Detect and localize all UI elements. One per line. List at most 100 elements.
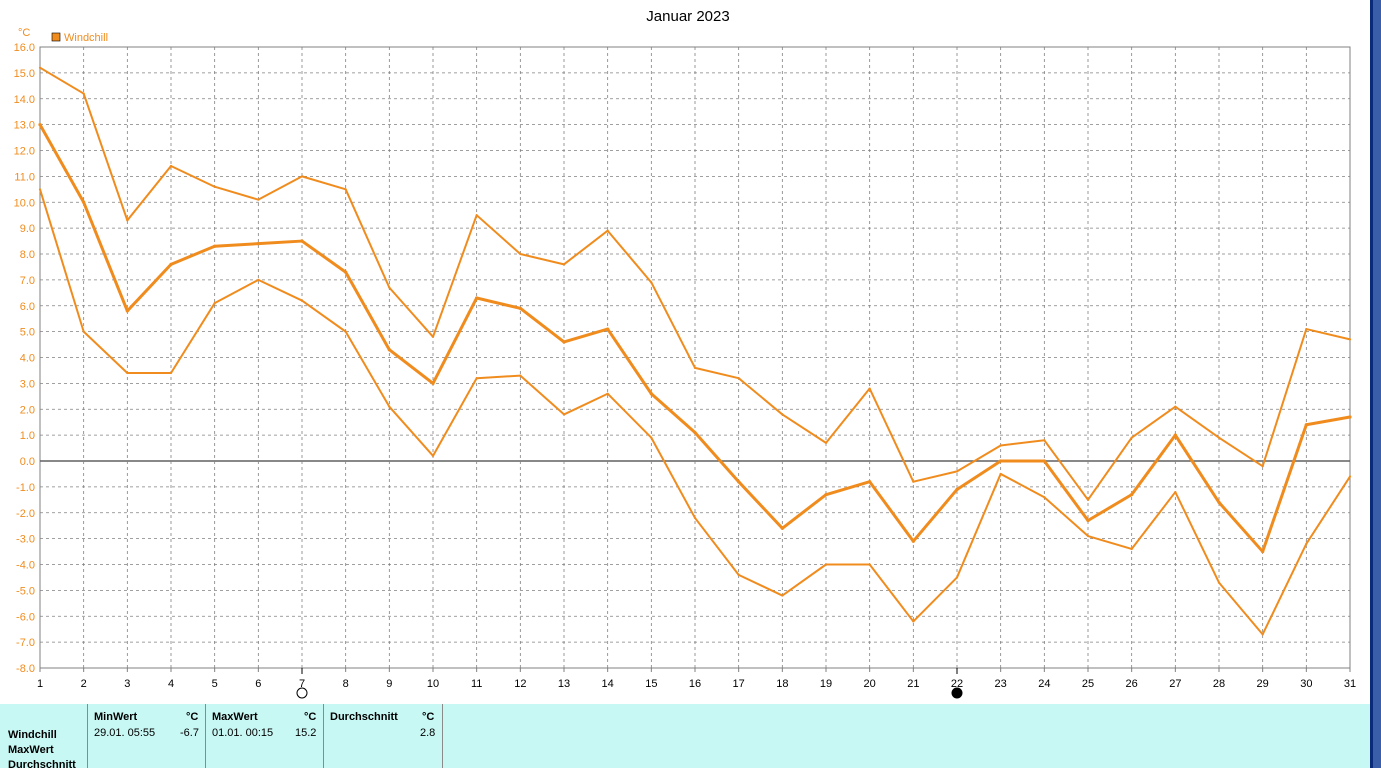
data-point-avg bbox=[1086, 518, 1090, 523]
data-point-avg bbox=[999, 459, 1003, 463]
legend-label: Windchill bbox=[64, 32, 108, 44]
x-tick-label: 31 bbox=[1344, 678, 1356, 690]
data-point-max bbox=[781, 413, 784, 416]
data-point-min bbox=[562, 413, 566, 416]
stats-min-time: 29.01. 05:55 bbox=[94, 727, 156, 739]
y-tick-label: 11.0 bbox=[14, 171, 35, 183]
data-point-avg bbox=[562, 340, 566, 344]
x-tick-label: 27 bbox=[1169, 678, 1181, 690]
data-point-avg bbox=[475, 296, 479, 300]
data-point-max bbox=[38, 66, 42, 69]
y-tick-label: 2.0 bbox=[20, 404, 35, 416]
data-point-max bbox=[169, 164, 173, 168]
data-point-min bbox=[1086, 534, 1090, 538]
x-axis-ticks: 1 2 3 4 5 6 7 8 9 10 11 12 13 14 15 16 17 18 19 20 21 22 23 24 2… bbox=[37, 678, 1356, 690]
x-tick-label: 30 bbox=[1300, 678, 1312, 690]
y-tick-label: 1.0 bbox=[20, 430, 35, 442]
y-axis-ticks: 16.0 15.0 14.0 13.0 12.0 11.0 10.0 9.0 8.0 7.0 6.0… bbox=[14, 42, 35, 675]
x-tick-label: 5 bbox=[212, 678, 218, 690]
chart: Januar 2023 °C Windchill 16.015.014.013.… bbox=[14, 8, 1356, 699]
data-point-avg bbox=[868, 480, 872, 484]
window-edge bbox=[1370, 0, 1381, 768]
data-point-max bbox=[519, 252, 522, 256]
data-point-min bbox=[82, 330, 85, 333]
y-tick-label: 12.0 bbox=[14, 146, 35, 158]
y-tick-label: -5.0 bbox=[16, 585, 35, 597]
data-point-avg bbox=[431, 381, 435, 385]
y-tick-label: 7.0 bbox=[20, 275, 35, 287]
data-point-avg bbox=[1042, 459, 1046, 463]
data-point-avg bbox=[824, 493, 828, 497]
y-tick-label: 5.0 bbox=[20, 327, 35, 339]
y-tick-label: -4.0 bbox=[16, 560, 35, 572]
y-tick-label: 14.0 bbox=[14, 94, 35, 106]
data-point-min bbox=[955, 576, 959, 579]
x-tick-label: 26 bbox=[1126, 678, 1138, 690]
legend-swatch bbox=[51, 32, 61, 42]
y-tick-label: 8.0 bbox=[20, 249, 35, 261]
data-point-min bbox=[737, 573, 740, 576]
data-point-min bbox=[300, 299, 304, 302]
data-point-min bbox=[1174, 490, 1177, 494]
y-tick-label: -2.0 bbox=[16, 508, 35, 520]
x-tick-label: 28 bbox=[1213, 678, 1225, 690]
y-tick-label: -7.0 bbox=[16, 637, 35, 649]
data-point-avg bbox=[1261, 549, 1265, 554]
y-tick-label: -3.0 bbox=[16, 534, 35, 546]
data-point-max bbox=[1348, 338, 1352, 341]
data-point-max bbox=[1174, 405, 1177, 408]
data-point-avg bbox=[518, 306, 522, 310]
x-tick-label: 7 bbox=[299, 678, 305, 690]
data-point-avg bbox=[1173, 433, 1177, 437]
data-point-max bbox=[737, 377, 740, 380]
data-point-max bbox=[388, 286, 391, 289]
stats-max-column: MaxWert °C 01.01. 00:15 15.2 bbox=[205, 704, 324, 768]
x-tick-label: 16 bbox=[689, 678, 701, 690]
data-point-min bbox=[1217, 581, 1221, 584]
data-point-min bbox=[1305, 542, 1308, 545]
data-point-min bbox=[868, 563, 871, 566]
x-tick-label: 19 bbox=[820, 678, 832, 690]
full-moon-icon bbox=[296, 687, 308, 699]
x-tick-label: 8 bbox=[343, 678, 349, 690]
x-tick-label: 21 bbox=[907, 678, 919, 690]
data-point-min bbox=[431, 454, 435, 457]
data-point-min bbox=[999, 472, 1002, 476]
x-tick-label: 6 bbox=[255, 678, 261, 690]
data-point-avg bbox=[387, 348, 391, 352]
data-point-max bbox=[300, 175, 304, 178]
data-point-avg bbox=[737, 480, 741, 484]
data-point-avg bbox=[1130, 493, 1134, 497]
data-point-avg bbox=[125, 309, 129, 313]
data-point-avg bbox=[38, 123, 42, 127]
x-tick-label: 29 bbox=[1257, 678, 1269, 690]
y-tick-label: 3.0 bbox=[20, 378, 35, 390]
x-tick-label: 14 bbox=[602, 678, 614, 690]
data-point-min bbox=[781, 594, 784, 597]
y-tick-label: 15.0 bbox=[14, 68, 35, 80]
data-point-max bbox=[1305, 327, 1308, 331]
stats-min-value: -6.7 bbox=[180, 727, 199, 739]
data-point-min bbox=[1261, 633, 1264, 636]
data-point-min bbox=[1130, 547, 1133, 551]
x-tick-label: 11 bbox=[471, 678, 482, 690]
x-tick-label: 1 bbox=[37, 678, 43, 690]
data-point-max bbox=[1130, 436, 1133, 439]
data-point-min bbox=[650, 436, 653, 439]
x-tick-label: 9 bbox=[386, 678, 392, 690]
statistics-panel: Windchill MaxWert Durchschnitt MinWert °… bbox=[0, 704, 1381, 771]
data-point-min bbox=[519, 374, 522, 377]
stats-row-labels: Windchill MaxWert Durchschnitt bbox=[8, 728, 76, 773]
data-point-max bbox=[824, 441, 828, 444]
moon-markers bbox=[296, 668, 963, 699]
stats-avg-value: 2.8 bbox=[420, 727, 436, 739]
data-point-min bbox=[388, 405, 391, 408]
data-point-max bbox=[562, 263, 566, 266]
x-tick-label: 10 bbox=[427, 678, 439, 690]
data-point-avg bbox=[300, 239, 304, 243]
data-point-min bbox=[475, 377, 478, 380]
x-tick-label: 25 bbox=[1082, 678, 1094, 690]
y-tick-label: 10.0 bbox=[14, 197, 35, 209]
data-point-max bbox=[912, 480, 915, 483]
series-lines bbox=[38, 66, 1352, 636]
